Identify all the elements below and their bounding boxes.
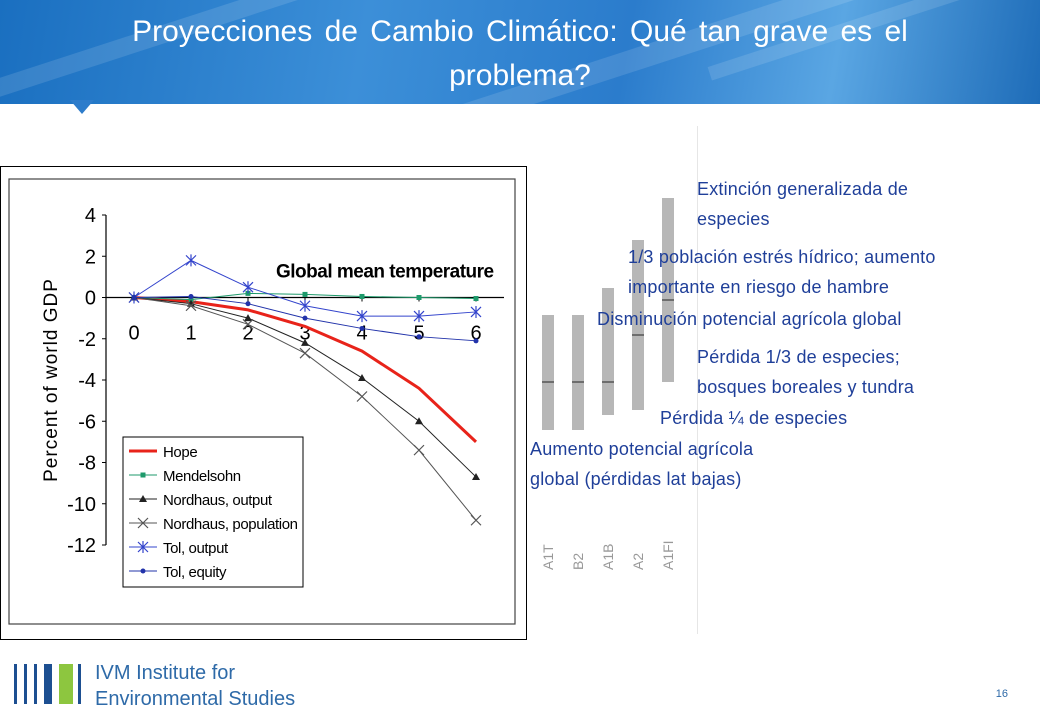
- data-point: [139, 495, 147, 502]
- data-point: [242, 318, 254, 330]
- gdp-chart-frame: 4 2 0 -2 -4 -6 -8 -10 -12 0 1 2 3 4 5 6 Percent of world…: [0, 166, 527, 640]
- scenario-range-bars: A1T B2 A1B A2 A1FI: [540, 198, 676, 570]
- x-tick-label: 2: [242, 323, 253, 345]
- series-tol-output: [128, 254, 482, 323]
- annotation-text: bosques boreales y tundra: [697, 377, 915, 397]
- legend-label: Tol, output: [163, 540, 229, 557]
- legend-label: Tol, equity: [163, 564, 227, 581]
- scenario-label: A1FI: [660, 540, 676, 570]
- x-tick-label: 6: [470, 323, 481, 345]
- annotation-text: global (pérdidas lat bajas): [530, 469, 742, 489]
- x-tick-label: 4: [356, 323, 367, 345]
- chart-title: Global mean temperature: [276, 262, 494, 283]
- y-tick-label: -8: [78, 453, 96, 475]
- annotation-text: Aumento potencial agrícola: [530, 439, 754, 459]
- scenario-bar: [632, 240, 644, 410]
- data-point: [137, 541, 149, 553]
- data-point: [413, 444, 425, 456]
- y-tick-label: 4: [85, 205, 96, 227]
- data-point: [299, 299, 311, 312]
- background-divider: [697, 126, 698, 634]
- data-point: [473, 296, 479, 302]
- scenario-bar: [572, 315, 584, 430]
- data-point: [301, 338, 309, 346]
- data-point: [299, 347, 311, 359]
- scenario-bar: [602, 288, 614, 415]
- x-tick-label: 3: [299, 323, 310, 345]
- header-banner: Proyecciones de Cambio Climático: Qué ta…: [0, 0, 1040, 104]
- data-point: [185, 300, 197, 312]
- slide-title: Proyecciones de Cambio Climático: Qué ta…: [132, 15, 908, 92]
- annotation-text: Pérdida ¼ de especies: [660, 408, 848, 428]
- data-point: [137, 517, 149, 529]
- legend-label: Nordhaus, output: [163, 492, 273, 509]
- data-point: [185, 254, 197, 267]
- data-point: [472, 472, 480, 480]
- data-point: [245, 301, 251, 307]
- scenario-bar: [662, 198, 674, 382]
- legend-label: Hope: [163, 444, 197, 461]
- scenario-label: A1B: [600, 544, 616, 570]
- data-point: [356, 391, 368, 402]
- data-point: [244, 314, 252, 322]
- series-nordhaus-population: [128, 292, 482, 526]
- y-tick-label: -12: [67, 535, 96, 557]
- scenario-label: A1T: [540, 544, 556, 570]
- x-tick-label: 1: [185, 323, 196, 345]
- series-tol-equity: [131, 293, 479, 344]
- data-point: [188, 293, 194, 299]
- annotation-text: Disminución potencial agrícola global: [597, 309, 902, 329]
- legend-box: [122, 436, 304, 588]
- y-tick-label: -2: [78, 329, 96, 351]
- legend-label: Nordhaus, population: [163, 516, 298, 533]
- data-point: [413, 310, 425, 323]
- annotation-text: importante en riesgo de hambre: [628, 277, 890, 297]
- data-point: [416, 295, 422, 300]
- data-point: [131, 295, 137, 300]
- series-mendelsohn: [131, 290, 479, 303]
- scenario-label: B2: [570, 553, 586, 570]
- data-point: [470, 514, 482, 526]
- x-tick-label: 5: [413, 323, 424, 345]
- data-point: [356, 310, 368, 323]
- scenario-label: A2: [630, 553, 646, 570]
- footer-line-2: Environmental Studies: [95, 688, 296, 710]
- header-notch: [70, 100, 100, 118]
- data-point: [245, 290, 251, 296]
- y-tick-label: 2: [85, 246, 96, 268]
- data-point: [359, 325, 365, 331]
- page-number: 16: [995, 688, 1008, 700]
- data-point: [359, 293, 365, 299]
- annotation-text: 1/3 población estrés hídrico; aumento: [628, 247, 936, 267]
- y-tick-label: -6: [78, 411, 96, 433]
- y-axis-label: Percent of world GDP: [41, 278, 62, 482]
- y-tick-label: -10: [67, 494, 96, 516]
- footer-line-1: IVM Institute for: [95, 662, 236, 684]
- footer-institute: IVM Institute for Environmental Studies: [95, 660, 295, 712]
- legend-label: Mendelsohn: [163, 468, 241, 485]
- data-point: [242, 281, 254, 294]
- annotation-text: Extinción generalizada de: [697, 179, 909, 199]
- annotation-text: Pérdida 1/3 de especies;: [697, 347, 900, 367]
- data-point: [302, 315, 308, 321]
- data-point: [416, 334, 422, 340]
- data-point: [302, 291, 308, 297]
- chart-legend: Hope Mendelsohn Nordhaus, output Nordhaus, …: [122, 436, 304, 588]
- data-point: [358, 373, 366, 381]
- data-point: [188, 297, 194, 303]
- annotation-text: especies: [697, 209, 770, 229]
- gdp-chart: 4 2 0 -2 -4 -6 -8 -10 -12 0 1 2 3 4 5 6 Percent of world…: [8, 178, 516, 625]
- data-point: [187, 299, 195, 307]
- y-tick-label: 0: [85, 288, 96, 310]
- data-point: [470, 305, 482, 318]
- scenario-bar: [542, 315, 554, 430]
- data-point: [473, 338, 479, 344]
- data-point: [415, 417, 423, 425]
- x-tick-label: 0: [128, 323, 139, 345]
- y-tick-label: -4: [78, 370, 96, 392]
- data-point: [140, 472, 146, 478]
- ivm-logo-icon: [14, 664, 81, 704]
- data-point: [140, 568, 146, 574]
